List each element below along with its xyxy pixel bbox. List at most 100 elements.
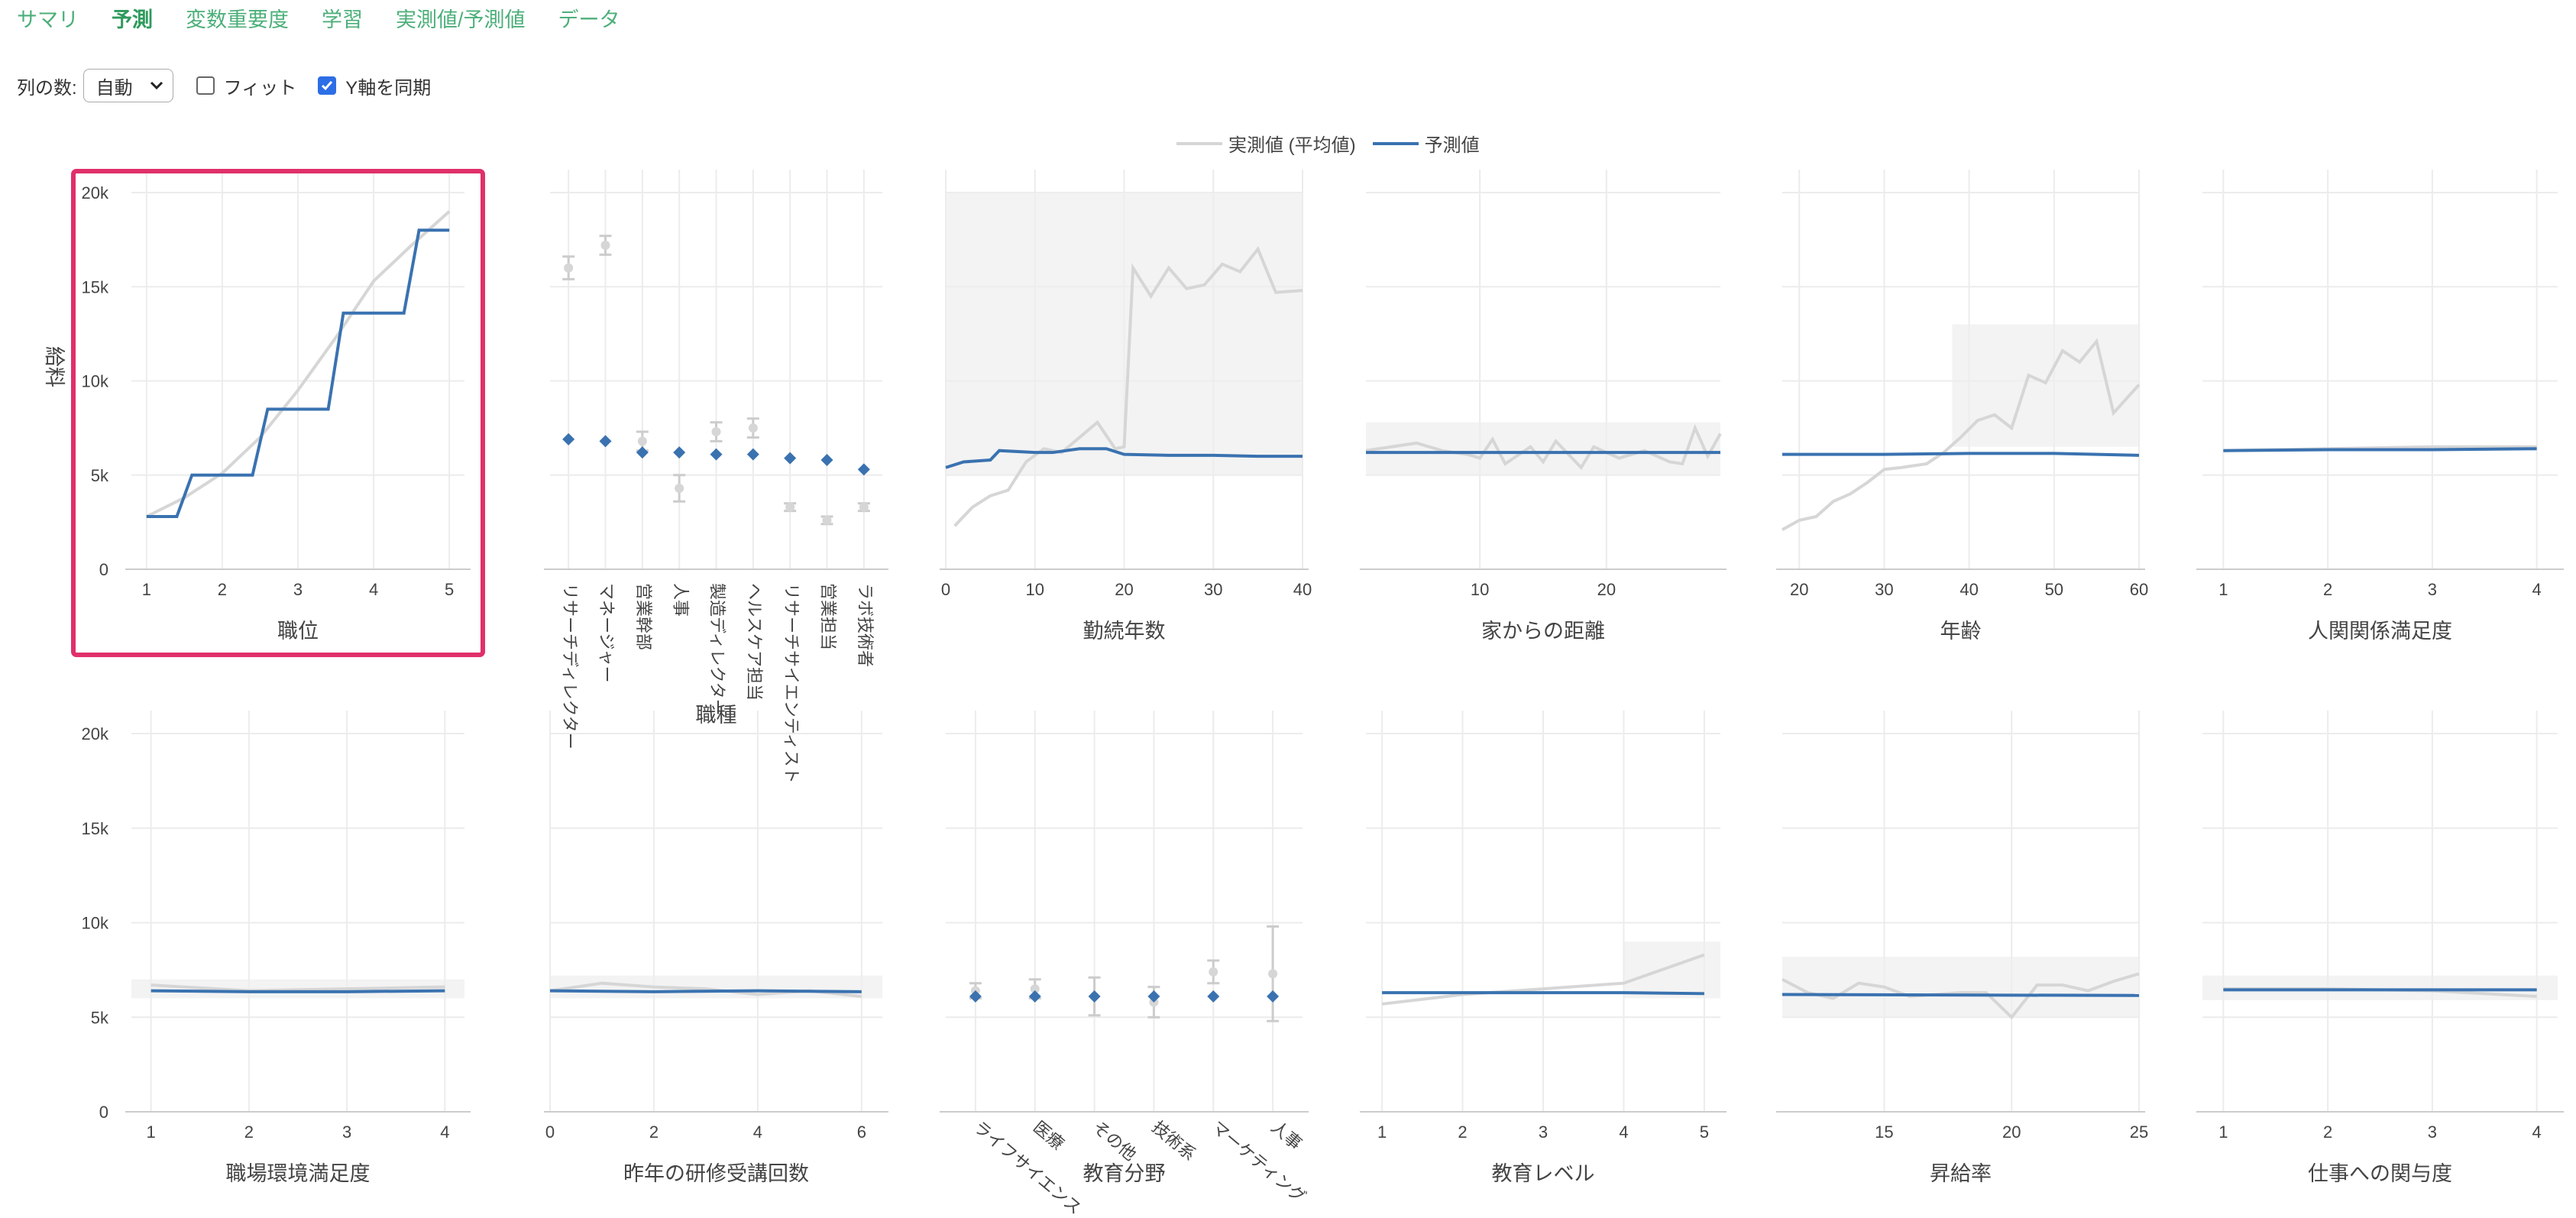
legend-actual-swatch <box>1176 141 1222 145</box>
x-tick-label: 3 <box>2428 580 2437 599</box>
chart-controls: 列の数: 自動 フィット Y軸を同期 <box>17 67 452 104</box>
fit-toggle[interactable]: フィット <box>196 73 297 99</box>
y-tick-label: 10k <box>82 372 109 391</box>
actual-point <box>748 423 758 433</box>
actual-series-line <box>1381 953 1705 1006</box>
x-tick-label: 3 <box>293 580 303 599</box>
y-tick-label: 20k <box>82 183 109 202</box>
x-axis-title: 家からの距離 <box>1481 620 1605 643</box>
y-tick-label: 5k <box>91 466 109 485</box>
x-tick-label: 4 <box>369 580 378 599</box>
predicted-series-line <box>549 989 862 993</box>
confidence-band <box>550 975 882 999</box>
x-tick-label: 3 <box>342 1122 351 1142</box>
confidence-band <box>1782 957 2139 1018</box>
x-tick-label: 技術系 <box>1148 1117 1199 1165</box>
chart-8: 0 2 4 6 昨年の研修受講回数 <box>544 711 888 1185</box>
predicted-point <box>710 448 723 461</box>
fit-label: フィット <box>223 77 297 99</box>
actual-point <box>600 241 610 251</box>
columns-select[interactable]: 自動 <box>83 69 173 102</box>
x-axis-title: 年齢 <box>1940 620 1982 643</box>
x-tick-label: 2 <box>1458 1122 1467 1142</box>
tab-summary[interactable]: サマリ <box>17 8 79 31</box>
tab-data[interactable]: データ <box>558 8 620 31</box>
predicted-point <box>673 446 686 459</box>
legend-predicted[interactable]: 予測値 <box>1372 130 1480 157</box>
predicted-point <box>784 452 797 465</box>
predicted-series-line <box>2223 447 2537 452</box>
actual-point <box>711 427 721 437</box>
predicted-point <box>820 454 833 467</box>
sync-y-toggle[interactable]: Y軸を同期 <box>318 73 431 99</box>
x-tick-label: 6 <box>857 1122 866 1142</box>
x-tick-label: 2 <box>244 1122 254 1142</box>
predicted-series-line <box>945 447 1303 469</box>
x-tick-label: 30 <box>1875 580 1893 599</box>
sync-y-checkbox[interactable] <box>318 76 337 95</box>
predicted-series-line <box>146 228 450 518</box>
predicted-point <box>1147 990 1160 1003</box>
chart-10: 1 2 3 4 5 教育レベル <box>1360 711 1727 1185</box>
y-tick-label: 0 <box>99 1103 108 1122</box>
fit-checkbox[interactable] <box>196 76 215 95</box>
confidence-band <box>1952 324 2139 447</box>
x-tick-label: 40 <box>1960 580 1978 599</box>
x-tick-label: 4 <box>1619 1122 1628 1142</box>
chart-4: 10 20 家からの距離 <box>1360 170 1727 643</box>
actual-point <box>1209 967 1218 977</box>
legend-predicted-label: 予測値 <box>1424 135 1480 156</box>
tab-variable-importance[interactable]: 変数重要度 <box>186 8 289 31</box>
x-tick-label: 10 <box>1471 580 1489 599</box>
predicted-point <box>599 435 612 448</box>
predicted-point <box>857 463 870 476</box>
x-tick-label: マネージャー <box>597 583 616 682</box>
tab-training[interactable]: 学習 <box>322 8 363 31</box>
x-tick-label: 1 <box>2218 1122 2228 1142</box>
columns-select-value: 自動 <box>95 77 133 99</box>
tab-actual-vs-predicted[interactable]: 実測値/予測値 <box>396 8 526 31</box>
x-axis-title: 仕事への関与度 <box>2308 1162 2452 1185</box>
x-tick-label: 営業幹部 <box>634 583 653 650</box>
x-tick-label: 40 <box>1293 580 1312 599</box>
x-tick-label: 1 <box>147 1122 156 1142</box>
x-tick-label: 1 <box>142 580 151 599</box>
actual-point <box>675 484 684 494</box>
x-tick-label: 医療 <box>1030 1117 1068 1153</box>
x-axis-title: 人関関係満足度 <box>2308 620 2452 643</box>
legend-actual[interactable]: 実測値 (平均値) <box>1176 130 1356 157</box>
x-tick-label: 30 <box>1204 580 1222 599</box>
actual-point <box>564 263 574 273</box>
actual-point <box>637 436 647 446</box>
x-tick-label: 4 <box>753 1122 762 1142</box>
x-tick-label: 50 <box>2045 580 2063 599</box>
tab-prediction[interactable]: 予測 <box>112 8 153 31</box>
x-tick-label: 1 <box>2218 580 2228 599</box>
columns-label: 列の数: <box>17 77 77 99</box>
x-tick-label: 3 <box>2428 1122 2437 1142</box>
predicted-point <box>636 446 649 459</box>
chart-5: 20 30 40 50 60 年齢 <box>1776 170 2148 643</box>
y-tick-label: 10k <box>82 914 109 933</box>
confidence-band <box>1366 422 1720 475</box>
sync-y-label: Y軸を同期 <box>345 77 432 99</box>
chart-11: 15 20 25 昇給率 <box>1776 711 2148 1185</box>
actual-point <box>822 515 832 525</box>
chevron-down-icon <box>150 81 163 90</box>
predicted-point <box>562 432 575 445</box>
x-tick-label: 20 <box>1115 580 1133 599</box>
x-axis-title: 職位 <box>277 620 319 643</box>
x-tick-label: 4 <box>2532 580 2542 599</box>
x-tick-label: 1 <box>1377 1122 1387 1142</box>
tab-bar: サマリ 予測 変数重要度 学習 実測値/予測値 データ <box>17 3 653 37</box>
x-tick-label: リサーチディレクター <box>560 583 579 750</box>
x-axis-title: 昨年の研修受講回数 <box>623 1162 809 1185</box>
chart-7: 0 5k 10k 15k 20k 1 2 3 4 職場環境満足度 <box>82 711 471 1185</box>
chart-2: リサーチディレクター マネージャー 営業幹部 人事 製造ディレクター ヘルスケア担当 リサー… <box>544 170 888 783</box>
y-tick-label: 0 <box>99 560 108 579</box>
x-axis-title: 教育分野 <box>1083 1162 1166 1185</box>
x-tick-label: 3 <box>1539 1122 1548 1142</box>
chart-3: 0 10 20 30 40 勤続年数 <box>940 170 1312 643</box>
selected-chart-highlight <box>71 169 485 657</box>
